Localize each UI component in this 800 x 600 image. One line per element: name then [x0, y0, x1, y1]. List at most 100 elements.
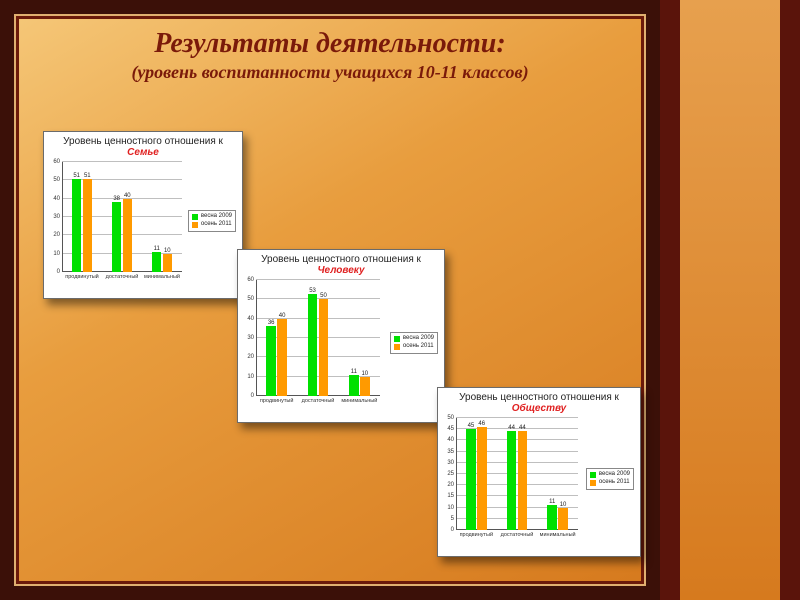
chart-plot: 01020304050605151продвинутый3840достаточ… — [62, 162, 182, 272]
bar-label: 44 — [508, 425, 515, 431]
legend-label: осень 2011 — [599, 479, 630, 487]
bar-label: 53 — [309, 288, 316, 294]
ytick-label: 30 — [247, 335, 256, 341]
ytick-label: 50 — [53, 177, 62, 183]
y-axis — [456, 418, 457, 530]
bar-label: 51 — [73, 173, 80, 179]
title-line1: Результаты деятельности: — [19, 29, 641, 60]
chart-legend: весна 2009осень 2011 — [390, 332, 438, 354]
right-inner — [680, 0, 780, 600]
bar-series-b: 40 — [123, 199, 133, 272]
bar-series-a: 11 — [152, 252, 162, 272]
legend-label: весна 2009 — [599, 471, 630, 479]
chart-card-society: Уровень ценностного отношения кОбществу 0… — [437, 387, 641, 557]
ytick-label: 45 — [447, 426, 456, 432]
bar-series-b: 51 — [83, 179, 93, 273]
ytick-label: 30 — [447, 460, 456, 466]
bar-label: 11 — [549, 499, 555, 505]
bar-series-b: 44 — [518, 431, 528, 530]
ytick-label: 35 — [447, 449, 456, 455]
ytick-label: 60 — [247, 277, 256, 283]
bar-label: 11 — [351, 369, 357, 375]
legend-row: осень 2011 — [192, 221, 232, 229]
bar-series-a: 53 — [308, 294, 318, 396]
legend-row: весна 2009 — [394, 335, 434, 343]
legend-swatch — [192, 214, 198, 220]
ytick-label: 20 — [247, 354, 256, 360]
bar-label: 10 — [560, 502, 567, 508]
legend-swatch — [394, 336, 400, 342]
legend-swatch — [590, 480, 596, 486]
bar-series-a: 45 — [466, 429, 476, 530]
ytick-label: 10 — [447, 505, 456, 511]
bar-series-a: 11 — [547, 505, 557, 530]
bar-series-b: 10 — [558, 508, 568, 530]
chart-legend: весна 2009осень 2011 — [586, 468, 634, 490]
bar-label: 51 — [84, 173, 91, 179]
ytick-label: 15 — [447, 493, 456, 499]
ytick-label: 60 — [53, 159, 62, 165]
legend-label: осень 2011 — [201, 221, 232, 229]
bar-label: 45 — [468, 423, 475, 429]
bar-label: 46 — [478, 421, 485, 427]
bar-label: 44 — [519, 425, 526, 431]
y-axis — [256, 280, 257, 396]
xtick-label: минимальный — [144, 272, 180, 280]
legend-row: осень 2011 — [394, 343, 434, 351]
chart-plot: 051015202530354045504546продвинутый4444д… — [456, 418, 578, 530]
bar-series-b: 50 — [319, 299, 329, 396]
bar-series-a: 44 — [507, 431, 517, 530]
bar-label: 40 — [279, 313, 286, 319]
bar-series-a: 11 — [349, 375, 359, 396]
bar-series-a: 36 — [266, 326, 276, 396]
ytick-label: 10 — [53, 251, 62, 257]
bar-series-b: 40 — [277, 319, 287, 396]
ytick-label: 40 — [247, 316, 256, 322]
y-axis — [62, 162, 63, 272]
ytick-label: 40 — [53, 196, 62, 202]
xtick-label: достаточный — [302, 396, 335, 404]
title-line2: (уровень воспитанности учащихся 10-11 кл… — [19, 62, 641, 83]
chart-title: Уровень ценностного отношения кОбществу — [438, 392, 640, 414]
chart-card-person: Уровень ценностного отношения кЧеловеку0… — [237, 249, 445, 423]
ytick-label: 10 — [247, 374, 256, 380]
chart-title: Уровень ценностного отношения кСемье — [44, 136, 242, 158]
bar-series-a: 51 — [72, 179, 82, 273]
legend-swatch — [590, 472, 596, 478]
bar-label: 10 — [361, 371, 368, 377]
bar-label: 11 — [154, 246, 160, 252]
xtick-label: минимальный — [341, 396, 377, 404]
legend-row: весна 2009 — [590, 471, 630, 479]
xtick-label: достаточный — [501, 530, 534, 538]
bar-series-b: 46 — [477, 427, 487, 530]
legend-label: весна 2009 — [201, 213, 232, 221]
ytick-label: 20 — [447, 482, 456, 488]
gridline — [62, 161, 182, 162]
ytick-label: 25 — [447, 471, 456, 477]
gridline — [256, 279, 380, 280]
legend-row: весна 2009 — [192, 213, 232, 221]
xtick-label: продвинутый — [65, 272, 99, 280]
bar-label: 10 — [164, 248, 171, 254]
bar-series-a: 38 — [112, 202, 122, 272]
chart-title: Уровень ценностного отношения кЧеловеку — [238, 254, 444, 276]
chart-plot: 01020304050603640продвинутый5350достаточ… — [256, 280, 380, 396]
ytick-label: 40 — [447, 437, 456, 443]
slide-frame: Результаты деятельности: (уровень воспит… — [0, 0, 660, 600]
gridline — [456, 417, 578, 418]
chart-card-family: Уровень ценностного отношения кСемье 0102… — [43, 131, 243, 299]
xtick-label: минимальный — [540, 530, 576, 538]
xtick-label: продвинутый — [260, 396, 294, 404]
legend-swatch — [394, 344, 400, 350]
bar-series-b: 10 — [163, 254, 173, 272]
xtick-label: продвинутый — [460, 530, 494, 538]
legend-swatch — [192, 222, 198, 228]
ytick-label: 30 — [53, 214, 62, 220]
ytick-label: 50 — [247, 296, 256, 302]
slide-inner-frame: Результаты деятельности: (уровень воспит… — [16, 16, 644, 584]
bar-label: 50 — [320, 293, 327, 299]
slide-title: Результаты деятельности: (уровень воспит… — [19, 29, 641, 83]
xtick-label: достаточный — [106, 272, 139, 280]
ytick-label: 20 — [53, 232, 62, 238]
legend-label: весна 2009 — [403, 335, 434, 343]
